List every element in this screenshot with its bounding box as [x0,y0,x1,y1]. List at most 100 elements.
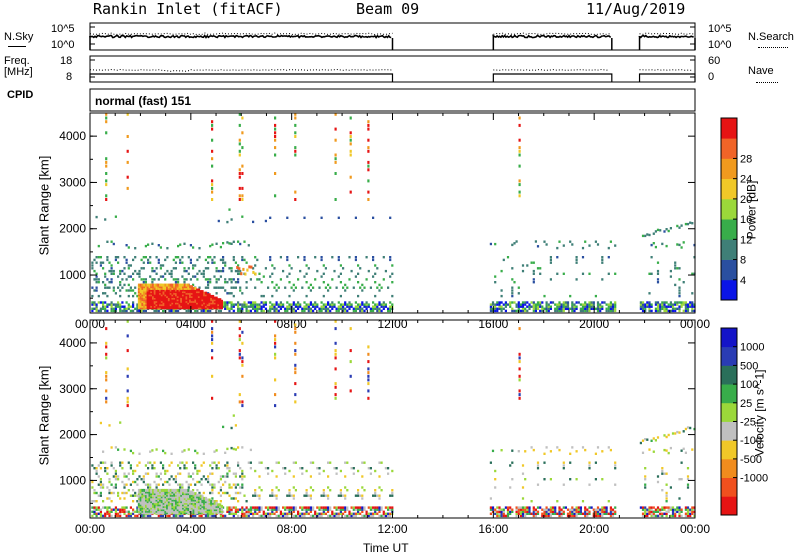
power-cell [157,299,160,303]
power-cell [105,116,108,120]
power-cell [365,301,368,304]
power-cell [314,301,317,304]
velocity-cell [139,509,142,513]
power-cell [367,190,370,194]
velocity-cell [105,374,108,378]
velocity-cell [562,506,565,509]
power-cell [274,172,277,175]
velocity-cell [176,504,179,508]
power-cell [177,278,180,281]
power-cell [192,298,195,302]
power-cell [95,275,98,278]
power-cell [119,309,122,313]
power-cell [279,305,282,308]
power-cell [119,307,122,310]
power-cell [155,304,158,308]
velocity-cell [656,436,660,439]
power-cell [189,299,192,303]
velocity-cell [584,506,587,509]
velocity-cell [299,512,302,515]
velocity-cell [577,510,580,513]
power-cell [192,295,195,298]
velocity-cell [558,514,561,518]
velocity-cell [380,514,383,518]
power-cell [192,290,195,294]
velocity-cell [517,512,520,515]
power-cell [185,303,188,307]
velocity-cell [189,500,192,504]
velocity-cell [194,467,197,470]
velocity-cell [146,488,149,492]
power-cell [157,286,160,290]
velocity-cell [182,500,185,504]
power-cell [357,305,360,308]
velocity-cell [374,508,377,511]
power-cell [144,256,147,259]
power-cell [207,286,210,289]
power-cell [588,307,591,310]
power-cell [207,309,210,313]
velocity-cell [532,508,535,511]
power-cell [150,293,153,297]
velocity-cell [203,508,206,512]
velocity-cell [237,514,240,518]
velocity-cell [312,461,315,464]
velocity-cell [125,475,128,478]
velocity-cell [641,439,645,442]
power-cell [569,294,572,298]
power-cell [183,293,186,297]
velocity-cell [335,506,338,509]
velocity-cell [123,483,126,486]
power-cell [346,305,349,308]
power-colorbar-swatch [721,198,737,220]
power-cell [667,305,670,308]
velocity-cell [588,510,591,513]
velocity-cell [309,514,312,518]
velocity-cell [175,501,178,505]
velocity-cell [183,496,186,500]
velocity-cell [575,508,578,511]
velocity-cell [275,486,278,489]
velocity-cell [230,446,233,450]
power-cell [686,305,690,308]
power-cell [491,303,495,306]
power-cell [207,281,210,284]
velocity-cell [352,506,355,509]
velocity-cell [299,506,302,509]
velocity-cell [192,489,195,492]
power-cell [95,272,98,275]
power-cell [502,303,505,306]
velocity-cell [241,512,244,515]
power-cell [518,116,521,120]
velocity-xtick-label: 16:00 [478,522,508,536]
power-cell [196,306,199,310]
velocity-cell [173,506,176,510]
power-cell [91,301,94,304]
power-cell [192,267,195,270]
power-cell [138,309,141,313]
velocity-cell [665,449,668,452]
velocity-cell [224,475,227,478]
power-cell [599,309,602,313]
velocity-cell [290,508,293,511]
velocity-cell [208,498,211,502]
velocity-cell [176,496,179,500]
power-cell [594,294,597,298]
nsky-series [638,34,694,39]
velocity-cell [387,506,390,509]
velocity-cell [644,467,647,470]
velocity-cell [141,509,144,513]
velocity-cell [309,510,312,513]
velocity-cell [380,506,383,509]
power-cell [155,286,158,290]
power-cell [579,307,582,310]
velocity-cell [674,510,677,513]
velocity-cell [656,510,660,513]
power-cell [674,261,677,264]
velocity-cell [169,498,172,502]
velocity-cell [518,393,521,397]
power-cell [509,303,512,306]
velocity-cell [249,506,252,509]
velocity-cell [137,501,141,505]
power-cell [237,307,240,310]
